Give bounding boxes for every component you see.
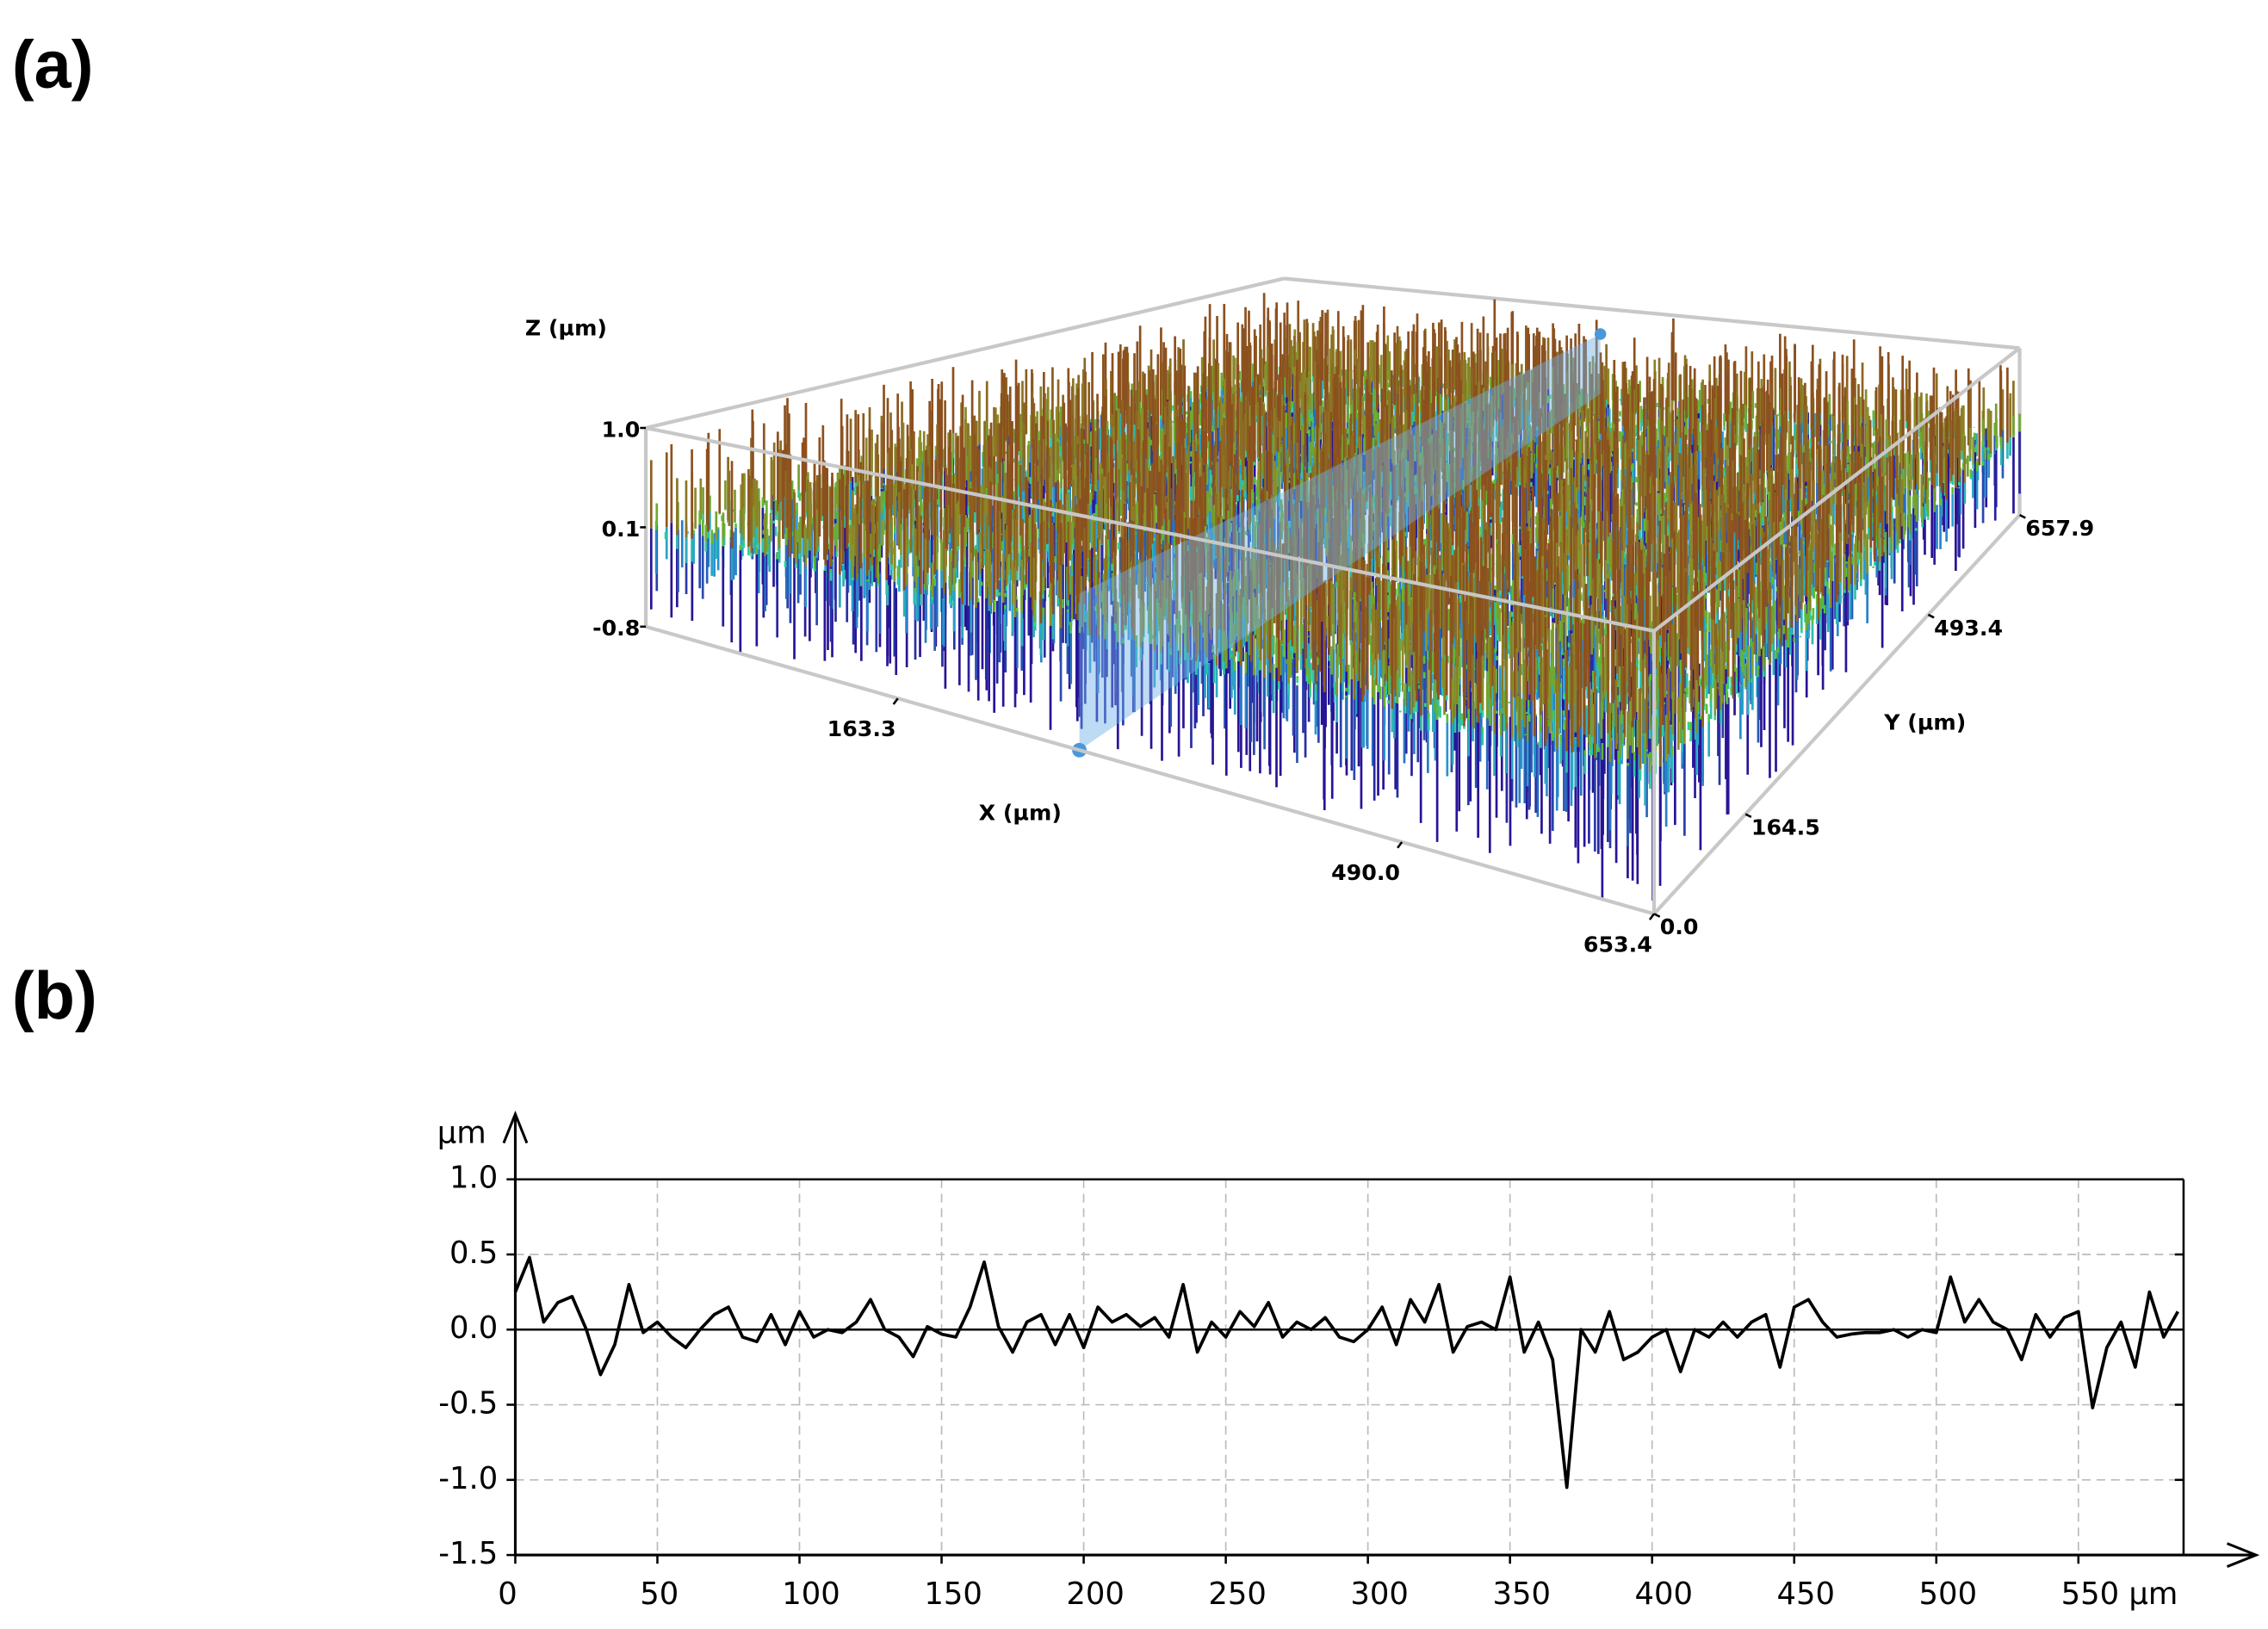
box-edge [645,276,1285,430]
box-edge [1284,276,2020,350]
surface-plot: 163.3490.0653.40.0164.5493.4657.91.00.1-… [12,28,2094,957]
